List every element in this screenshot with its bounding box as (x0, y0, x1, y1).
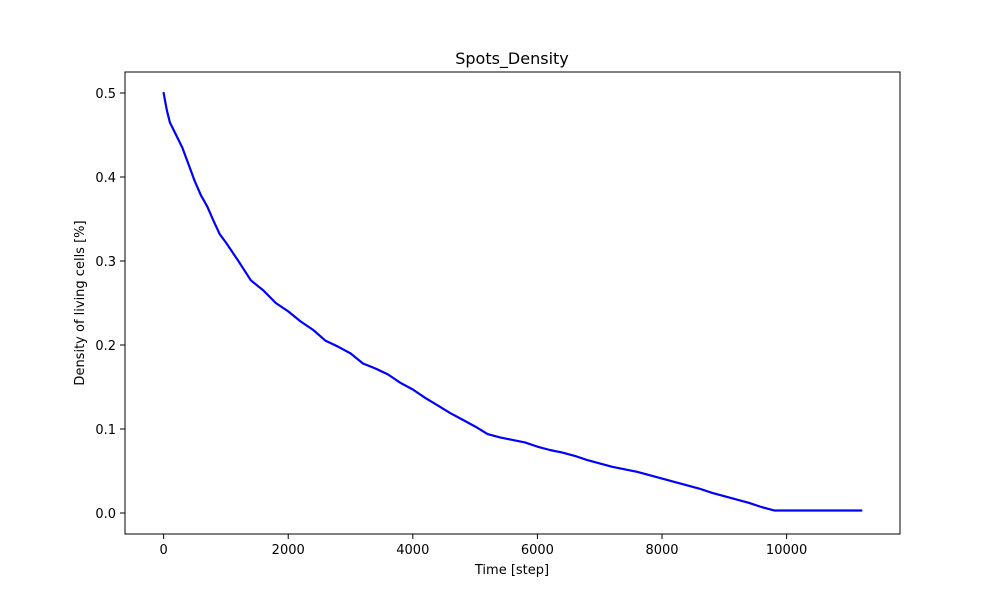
x-tick-label: 8000 (645, 543, 678, 558)
y-tick-label: 0.4 (95, 171, 116, 186)
plot-area (162, 91, 863, 512)
y-axis: 0.0 0.1 0.2 0.3 0.4 0.5 (95, 87, 125, 522)
x-tick-label: 6000 (521, 543, 554, 558)
y-tick-label: 0.0 (95, 507, 116, 522)
x-axis-label: Time [step] (474, 563, 549, 578)
x-axis: 0 2000 4000 6000 8000 10000 (159, 534, 807, 558)
chart-title: Spots_Density (455, 49, 569, 69)
y-tick-label: 0.3 (95, 255, 116, 270)
y-axis-label: Density of living cells [%] (73, 220, 88, 385)
x-tick-label: 10000 (766, 543, 807, 558)
x-tick-label: 0 (159, 543, 167, 558)
x-tick-label: 2000 (272, 543, 305, 558)
y-tick-label: 0.2 (95, 339, 116, 354)
y-tick-label: 0.5 (95, 87, 116, 102)
axes-frame (124, 71, 901, 535)
series-line-0 (162, 91, 863, 512)
y-tick-label: 0.1 (95, 423, 116, 438)
x-tick-label: 4000 (396, 543, 429, 558)
